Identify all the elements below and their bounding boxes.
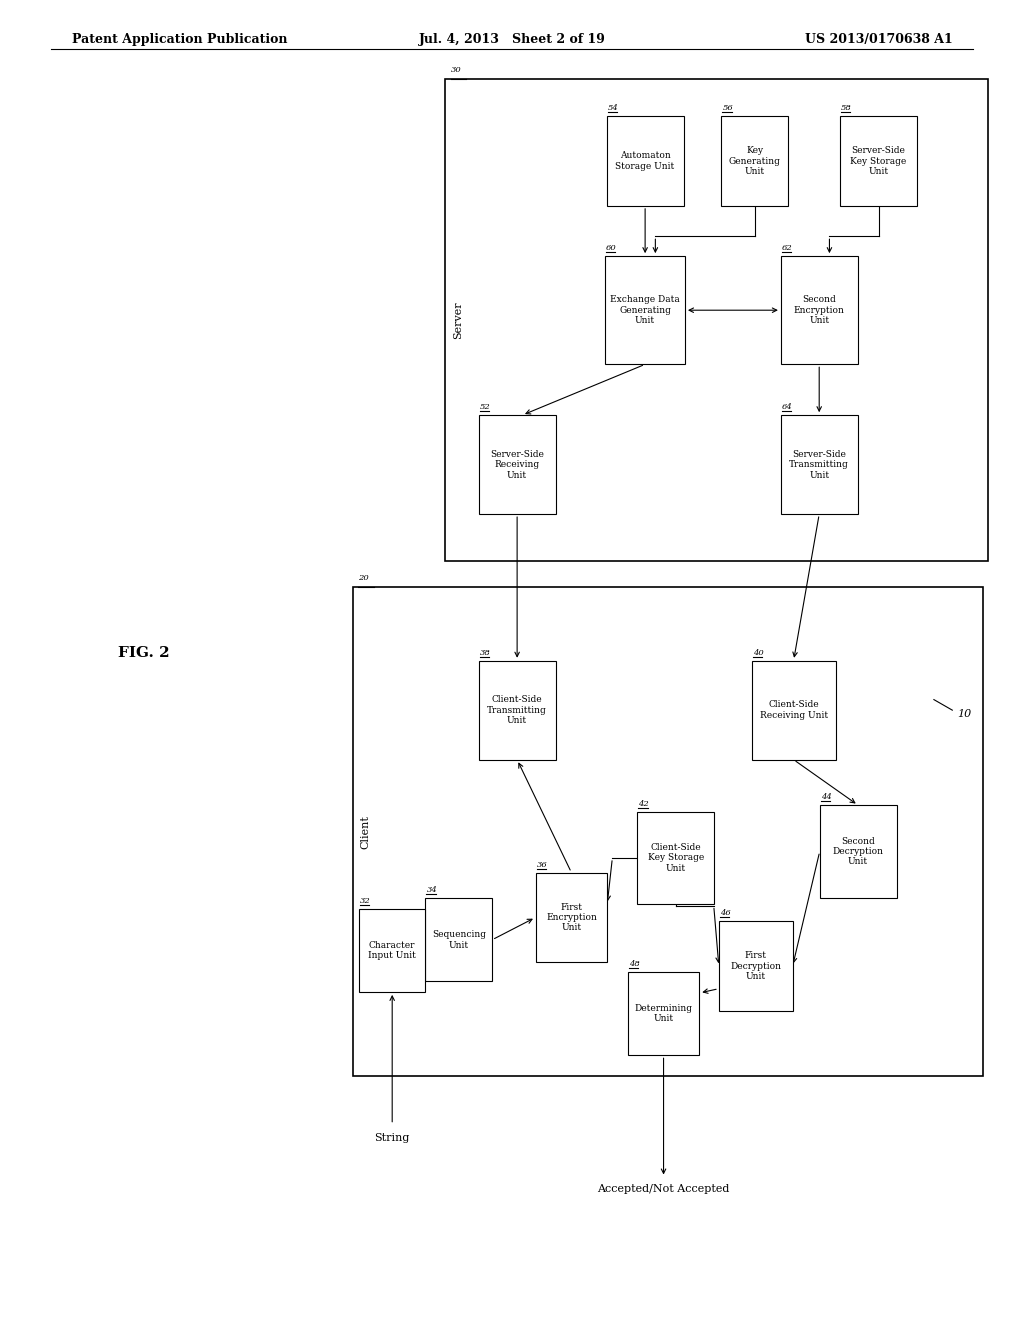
Text: 40: 40 xyxy=(753,648,763,657)
Text: 20: 20 xyxy=(358,574,369,582)
Text: Patent Application Publication: Patent Application Publication xyxy=(72,33,287,46)
Text: Automaton
Storage Unit: Automaton Storage Unit xyxy=(615,152,675,170)
Text: 42: 42 xyxy=(639,800,649,808)
Bar xyxy=(637,812,715,904)
Text: 58: 58 xyxy=(842,104,852,112)
Text: First
Decryption
Unit: First Decryption Unit xyxy=(730,952,781,981)
Text: Client-Side
Key Storage
Unit: Client-Side Key Storage Unit xyxy=(648,843,703,873)
Bar xyxy=(628,972,699,1056)
Bar xyxy=(781,416,858,513)
Bar xyxy=(479,660,555,759)
Text: 34: 34 xyxy=(426,886,437,895)
Bar xyxy=(721,116,788,206)
Text: Jul. 4, 2013   Sheet 2 of 19: Jul. 4, 2013 Sheet 2 of 19 xyxy=(419,33,605,46)
Text: Server: Server xyxy=(453,301,463,339)
Bar xyxy=(819,805,897,898)
Text: 10: 10 xyxy=(957,709,972,719)
Text: String: String xyxy=(375,1133,410,1143)
Text: 52: 52 xyxy=(479,403,490,412)
Text: First
Encryption
Unit: First Encryption Unit xyxy=(546,903,597,932)
Text: 62: 62 xyxy=(782,244,793,252)
Bar xyxy=(426,899,492,982)
Text: 54: 54 xyxy=(608,104,618,112)
Text: Server-Side
Receiving
Unit: Server-Side Receiving Unit xyxy=(490,450,544,479)
Text: FIG. 2: FIG. 2 xyxy=(118,647,169,660)
Text: 64: 64 xyxy=(782,403,793,412)
Text: Character
Input Unit: Character Input Unit xyxy=(369,941,416,960)
Text: Accepted/Not Accepted: Accepted/Not Accepted xyxy=(597,1184,730,1195)
Text: Client: Client xyxy=(360,814,371,849)
Text: Server-Side
Key Storage
Unit: Server-Side Key Storage Unit xyxy=(851,147,906,176)
Text: Server-Side
Transmitting
Unit: Server-Side Transmitting Unit xyxy=(790,450,849,479)
Text: Client-Side
Receiving Unit: Client-Side Receiving Unit xyxy=(760,701,827,719)
Bar xyxy=(479,416,555,513)
Text: 32: 32 xyxy=(360,896,371,906)
Bar xyxy=(605,256,685,364)
Text: 30: 30 xyxy=(451,66,461,74)
Text: US 2013/0170638 A1: US 2013/0170638 A1 xyxy=(805,33,952,46)
Text: Client-Side
Transmitting
Unit: Client-Side Transmitting Unit xyxy=(487,696,547,725)
Text: 36: 36 xyxy=(537,861,547,869)
Text: 38: 38 xyxy=(479,648,490,657)
Bar xyxy=(445,79,988,561)
Text: Sequencing
Unit: Sequencing Unit xyxy=(432,931,485,949)
Text: 48: 48 xyxy=(629,960,639,969)
Bar xyxy=(536,873,607,962)
Text: 46: 46 xyxy=(720,909,730,917)
Bar xyxy=(719,921,793,1011)
Text: Key
Generating
Unit: Key Generating Unit xyxy=(729,147,780,176)
Bar xyxy=(781,256,858,364)
Text: Second
Encryption
Unit: Second Encryption Unit xyxy=(794,296,845,325)
Text: 44: 44 xyxy=(821,793,831,801)
Text: 56: 56 xyxy=(723,104,733,112)
Bar xyxy=(606,116,684,206)
Text: Exchange Data
Generating
Unit: Exchange Data Generating Unit xyxy=(610,296,680,325)
Text: Second
Decryption
Unit: Second Decryption Unit xyxy=(833,837,884,866)
Text: 60: 60 xyxy=(606,244,616,252)
Bar xyxy=(359,908,426,993)
Bar xyxy=(752,660,836,759)
Text: Determining
Unit: Determining Unit xyxy=(635,1005,692,1023)
Bar xyxy=(840,116,918,206)
Bar xyxy=(353,587,983,1076)
